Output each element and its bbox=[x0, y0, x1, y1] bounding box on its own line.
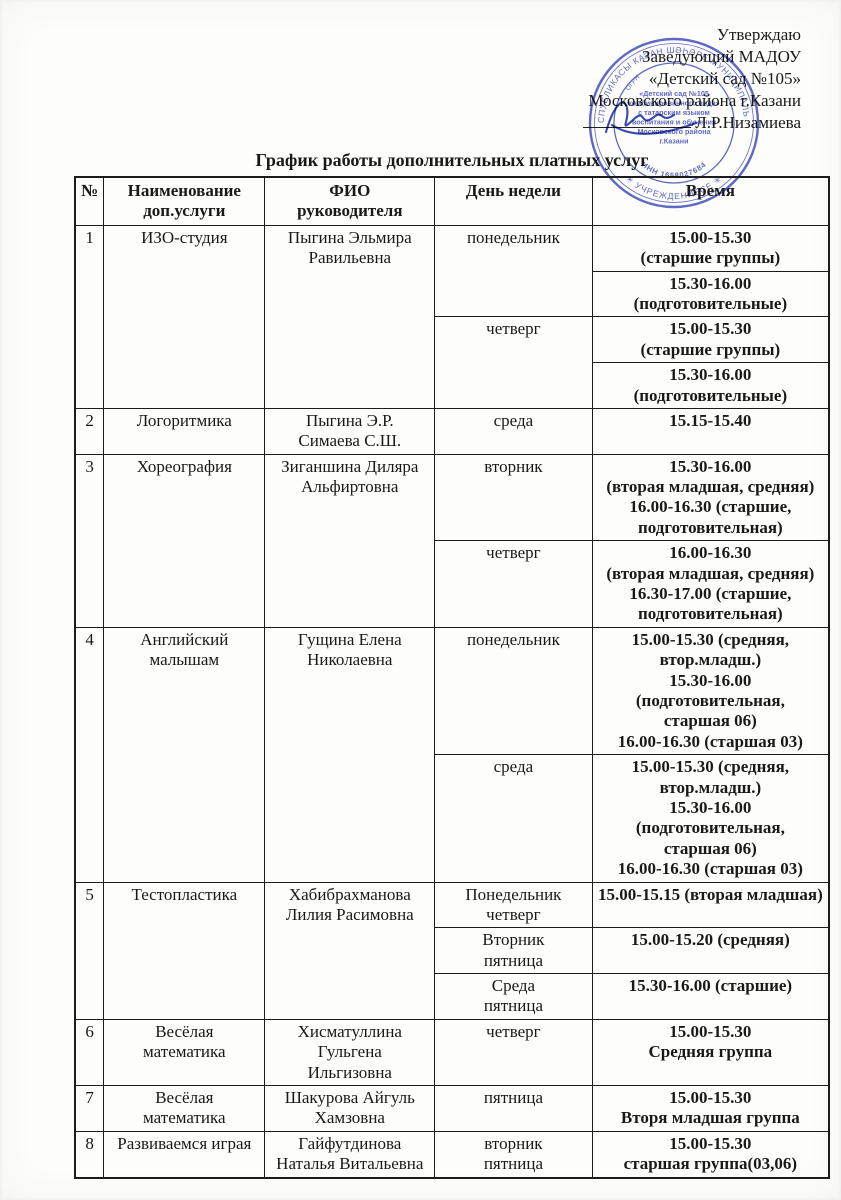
time-cell: 15.00-15.30 (средняя, втор.младш.) 15.30… bbox=[591, 626, 830, 756]
time-cell: 15.30-16.00 (вторая младшая, средняя) 16… bbox=[591, 453, 830, 542]
column-header-number: № bbox=[74, 176, 105, 226]
service-number-cell: 6 bbox=[74, 1018, 105, 1087]
time-cell: 15.00-15.30 (старшие группы) bbox=[591, 224, 830, 272]
approval-block: Утверждаю Заведующий МАДОУ «Детский сад … bbox=[583, 24, 801, 134]
day-cell: Среда пятница bbox=[434, 973, 593, 1020]
leader-name-cell: Хисматуллина Гульгена Ильгизовна bbox=[264, 1018, 436, 1087]
table-row: четверг 16.00-16.30 (вторая младшая, сред… bbox=[75, 540, 830, 628]
column-header-day: День недели bbox=[434, 176, 593, 226]
table-row: 15.30-16.00 (подготовительные) bbox=[75, 270, 830, 318]
table-row: среда 15.00-15.30 (средняя, втор.младш.) … bbox=[75, 754, 830, 883]
day-cell: пятница bbox=[434, 1085, 593, 1132]
table-row: четверг 15.00-15.30 (старшие группы) bbox=[75, 316, 830, 409]
leader-name-cell: Пыгина Э.Р. Симаева С.Ш. bbox=[264, 407, 436, 455]
service-number-cell: 5 bbox=[74, 881, 105, 1020]
table-row: 3 Хореография Зиганшина Диляра Альфиртовна… bbox=[74, 453, 830, 628]
time-cell: 15.00-15.20 (средняя) bbox=[591, 927, 830, 975]
time-cell: 15.00-15.30 Вторя младшая группа bbox=[591, 1085, 830, 1132]
leader-name-cell: Зиганшина Диляра Альфиртовна bbox=[264, 453, 436, 628]
day-cell: четверг bbox=[434, 540, 593, 628]
table-row: 4 Английский малышам Гущина Елена Николаев… bbox=[74, 626, 830, 883]
service-number-cell: 7 bbox=[74, 1085, 105, 1132]
time-cell: 15.00-15.30 Средняя группа bbox=[591, 1018, 830, 1087]
day-cell: понедельник bbox=[434, 224, 593, 318]
time-cell: 15.30-16.00 (старшие) bbox=[591, 973, 830, 1020]
service-name-cell: Весёлая математика bbox=[103, 1085, 266, 1132]
column-header-leader: ФИО руководителя bbox=[264, 176, 436, 226]
day-cell: четверг bbox=[434, 1018, 593, 1087]
column-header-service: Наименование доп.услуги bbox=[103, 176, 266, 226]
signature-line bbox=[583, 125, 692, 128]
svg-text:г.Казани: г.Казани bbox=[659, 137, 688, 146]
service-name-cell: Весёлая математика bbox=[103, 1018, 266, 1087]
time-cell: 15.00-15.15 (вторая младшая) bbox=[591, 881, 830, 929]
service-name-cell: ИЗО-студия bbox=[103, 224, 266, 409]
service-name-cell: Логоритмика bbox=[103, 407, 266, 455]
day-cell: понедельник bbox=[434, 626, 593, 756]
table-row: 5 Тестопластика Хабибрахманова Лилия Расим… bbox=[74, 881, 830, 1020]
service-name-cell: Хореография bbox=[103, 453, 266, 628]
time-cell: 15.30-16.00 (подготовительные) bbox=[591, 362, 830, 409]
day-cell: Понедельник четверг bbox=[434, 881, 593, 929]
table-row: 7 Весёлая математика Шакурова Айгуль Хамзо… bbox=[74, 1085, 830, 1132]
approval-line: Московского района г.Казани bbox=[588, 91, 801, 110]
service-number-cell: 2 bbox=[74, 407, 105, 455]
leader-name-cell: Хабибрахманова Лилия Расимовна bbox=[264, 881, 436, 1020]
table-row: 1 ИЗО-студия Пыгина Эльмира Равильевна поне… bbox=[74, 224, 830, 409]
time-cell: 15.00-15.30 старшая группа(03,06) bbox=[591, 1130, 830, 1179]
approval-line: Утверждаю bbox=[716, 25, 801, 44]
day-cell: вторник пятница bbox=[434, 1130, 593, 1179]
time-cell: 15.00-15.30 (средняя, втор.младш.) 15.30… bbox=[591, 754, 830, 883]
day-cell: среда bbox=[434, 407, 593, 455]
table-row: Вторник пятница 15.00-15.20 (средняя) bbox=[75, 927, 830, 975]
table-row: 8 Развиваемся играя Гайфутдинова Наталья В… bbox=[74, 1130, 830, 1179]
day-cell: четверг bbox=[434, 316, 593, 409]
leader-name-cell: Гайфутдинова Наталья Витальевна bbox=[264, 1130, 436, 1179]
service-number-cell: 3 bbox=[74, 453, 105, 628]
column-header-time: Время bbox=[591, 176, 830, 226]
time-cell: 16.00-16.30 (вторая младшая, средняя) 16… bbox=[591, 540, 830, 628]
table-header-row: № Наименование доп.услуги ФИО руководите… bbox=[74, 176, 830, 226]
service-number-cell: 8 bbox=[74, 1130, 105, 1179]
day-cell: Вторник пятница bbox=[434, 927, 593, 975]
service-name-cell: Тестопластика bbox=[103, 881, 266, 1020]
table-row: 6 Весёлая математика Хисматуллина Гульгена… bbox=[74, 1018, 830, 1087]
approval-line: «Детский сад №105» bbox=[648, 69, 801, 88]
table-row: 2 Логоритмика Пыгина Э.Р. Симаева С.Ш. сред… bbox=[74, 407, 830, 455]
table-row: Среда пятница 15.30-16.00 (старшие) bbox=[75, 973, 830, 1020]
service-name-cell: Английский малышам bbox=[103, 626, 266, 883]
signer-name: Л.Р.Низамиева bbox=[695, 113, 801, 132]
time-cell: 15.30-16.00 (подготовительные) bbox=[591, 270, 830, 318]
time-cell: 15.15-15.40 bbox=[591, 407, 830, 455]
service-number-cell: 4 bbox=[74, 626, 105, 883]
service-number-cell: 1 bbox=[74, 224, 105, 409]
leader-name-cell: Гущина Елена Николаевна bbox=[264, 626, 436, 883]
day-cell: вторник bbox=[434, 453, 593, 542]
day-cell: среда bbox=[434, 754, 593, 883]
page-title: График работы дополнительных платных усл… bbox=[255, 150, 649, 170]
approval-line: Заведующий МАДОУ bbox=[641, 47, 801, 66]
leader-name-cell: Шакурова Айгуль Хамзовна bbox=[264, 1085, 436, 1132]
approval-signature-row: Л.Р.Низамиева bbox=[583, 112, 801, 134]
schedule-table: № Наименование доп.услуги ФИО руководите… bbox=[74, 176, 830, 1179]
time-cell: 15.00-15.30 (старшие группы) bbox=[591, 316, 830, 364]
table-row: 15.30-16.00 (подготовительные) bbox=[75, 362, 830, 409]
leader-name-cell: Пыгина Эльмира Равильевна bbox=[264, 224, 436, 409]
service-name-cell: Развиваемся играя bbox=[103, 1130, 266, 1179]
